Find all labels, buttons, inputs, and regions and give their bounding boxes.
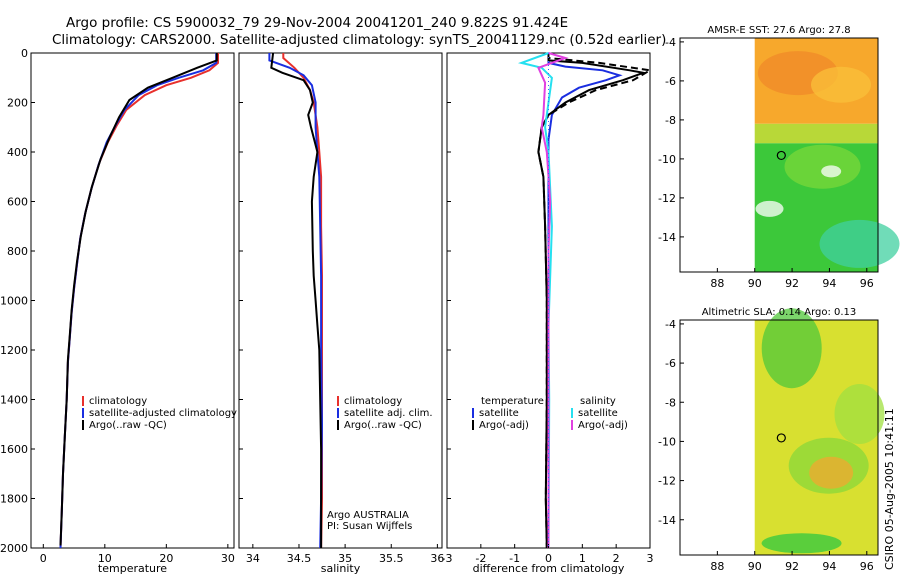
difference-xtick-label-2: -1	[509, 552, 520, 565]
temperature-ytick-label-0: 0	[21, 47, 28, 60]
salinity-legend-label-0: climatology	[344, 396, 402, 407]
temperature-xlabel: temperature	[98, 562, 167, 575]
sst-map-texture-2	[784, 144, 861, 189]
sst-map-xtick-label-1: 90	[748, 277, 762, 290]
difference-xtick-label-1: -2	[475, 552, 486, 565]
sla-map-ytick-label-4: -12	[658, 475, 676, 488]
sst-map-frame	[679, 37, 879, 273]
sst-map-texture-5	[755, 200, 784, 217]
temperature-ytick-label-6: 1200	[0, 344, 28, 357]
sla-map-frame	[679, 319, 879, 556]
sst-map-xtick-label-2: 92	[785, 277, 799, 290]
temperature-legend-label-1: satellite-adjusted climatology	[89, 408, 237, 419]
sla-map-xtick-label-0: 88	[710, 560, 724, 573]
sst-map-xtick-label-4: 96	[860, 277, 874, 290]
sla-map-ytick-label-1: -6	[665, 357, 676, 370]
salinity-series-2	[270, 52, 323, 548]
sla-map-texture-4	[834, 384, 885, 444]
sla-map-xtick-label-3: 94	[822, 560, 836, 573]
figure-title-line1: Argo profile: CS 5900032_79 29-Nov-2004 …	[66, 15, 568, 31]
temperature-legend-label-2: Argo(..raw -QC)	[89, 420, 167, 431]
sla-map-texture-3	[761, 533, 842, 554]
temperature-plot-frame	[30, 52, 235, 549]
sla-map-ytick-label-5: -14	[658, 514, 676, 527]
side-stamp: CSIRO 05-Aug-2005 10:41:11	[883, 408, 896, 570]
difference-xtick-label-3: 0	[545, 552, 552, 565]
sla-map-title: Altimetric SLA: 0.14 Argo: 0.13	[702, 307, 857, 318]
temperature-xtick-label-3: 30	[221, 552, 235, 565]
salinity-annotation-0: Argo AUSTRALIA	[327, 510, 409, 521]
temperature-ytick-label-1: 200	[7, 97, 28, 110]
salinity-plot-frame	[238, 52, 443, 549]
temperature-ytick-label-2: 400	[7, 146, 28, 159]
sst-map-argo-marker	[776, 150, 786, 161]
sst-map-field-1	[754, 123, 878, 144]
sst-map-texture-3	[819, 219, 900, 268]
temperature-xtick-label-1: 10	[98, 552, 112, 565]
salinity-xtick-label-2: 35	[338, 552, 352, 565]
temperature-ytick-label-3: 600	[7, 196, 28, 209]
temperature-ytick-label-7: 1400	[0, 394, 28, 407]
salinity-annotation-1: PI: Susan Wijffels	[327, 521, 412, 532]
sla-map-xtick-label-2: 92	[785, 560, 799, 573]
difference-legend-label-0: temperature	[481, 396, 544, 407]
sst-map-xtick-label-0: 88	[710, 277, 724, 290]
temperature-legend-label-0: climatology	[89, 396, 147, 407]
sst-map-ytick-label-3: -10	[658, 153, 676, 166]
temperature-ytick-label-10: 2000	[0, 542, 28, 555]
temperature-series-2	[59, 53, 218, 546]
sla-map-ytick-label-3: -10	[658, 435, 676, 448]
difference-xlabel: difference from climatology	[473, 562, 625, 575]
sst-map-texture-4	[821, 165, 842, 178]
temperature-xtick-label-0: 0	[40, 552, 47, 565]
sst-map-ytick-label-0: -4	[665, 36, 676, 49]
difference-legend-label-3: salinity	[580, 396, 616, 407]
difference-xtick-label-6: 3	[647, 552, 654, 565]
salinity-xlabel: salinity	[321, 562, 361, 575]
sst-map-title: AMSR-E SST: 27.6 Argo: 27.8	[707, 25, 850, 36]
salinity-xtick-label-3: 35.5	[379, 552, 404, 565]
salinity-xtick-label-0: 34	[246, 552, 260, 565]
sla-map-ytick-label-2: -8	[665, 396, 676, 409]
sla-map-xtick-label-4: 96	[860, 560, 874, 573]
difference-series-4	[537, 52, 569, 548]
sla-map-xtick-label-1: 90	[748, 560, 762, 573]
salinity-xtick-label-4: 36	[430, 552, 444, 565]
temperature-ytick-label-5: 1000	[0, 295, 28, 308]
difference-legend-label-4: satellite	[578, 408, 618, 419]
figure-title-line2: Climatology: CARS2000. Satellite-adjuste…	[52, 32, 666, 48]
salinity-legend-label-2: Argo(..raw -QC)	[344, 420, 422, 431]
salinity-xtick-label-1: 34.5	[287, 552, 312, 565]
sst-map-ytick-label-4: -12	[658, 192, 676, 205]
difference-legend-label-1: satellite	[479, 408, 519, 419]
sst-map-ytick-label-1: -6	[665, 75, 676, 88]
salinity-legend-label-1: satellite adj. clim.	[344, 408, 433, 419]
difference-xtick-label-0: -3	[442, 552, 453, 565]
sla-map-ytick-label-0: -4	[665, 318, 676, 331]
sla-map-argo-marker	[776, 433, 786, 443]
sst-map-ytick-label-2: -8	[665, 114, 676, 127]
sst-map-xtick-label-3: 94	[822, 277, 836, 290]
sst-map-ytick-label-5: -14	[658, 231, 676, 244]
difference-legend-label-5: Argo(-adj)	[578, 420, 628, 431]
difference-xtick-label-5: 2	[613, 552, 620, 565]
temperature-ytick-label-4: 800	[7, 245, 28, 258]
sla-map-texture-0	[761, 308, 822, 389]
difference-legend-label-2: Argo(-adj)	[479, 420, 529, 431]
temperature-xtick-label-2: 20	[159, 552, 173, 565]
difference-xtick-label-4: 1	[579, 552, 586, 565]
temperature-ytick-label-9: 1800	[0, 493, 28, 506]
temperature-ytick-label-8: 1600	[0, 443, 28, 456]
sla-map-texture-2	[809, 456, 854, 489]
sst-map-texture-1	[811, 66, 872, 103]
plots-layer: 0 10 20 30020040060080010001200140016001800…	[0, 25, 900, 575]
